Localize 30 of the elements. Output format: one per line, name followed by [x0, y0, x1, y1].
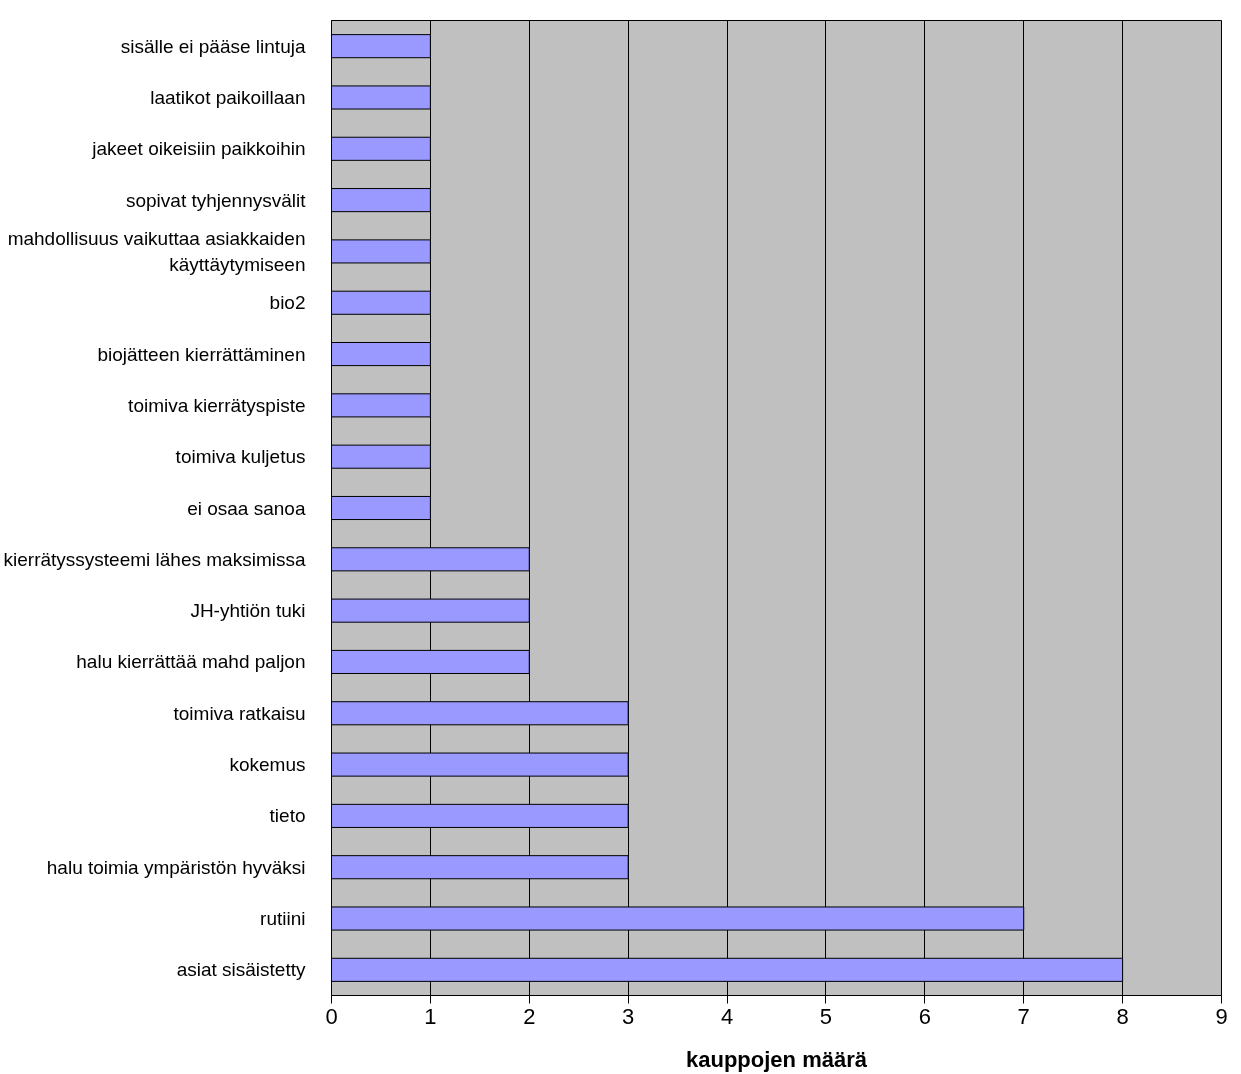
- x-tick-label: 4: [720, 1003, 734, 1029]
- y-tick-label: JH-yhtiön tuki: [190, 600, 306, 622]
- y-tick-label: toimiva ratkaisu: [173, 702, 306, 724]
- x-tick-label: 1: [424, 1003, 437, 1029]
- y-tick-label: rutiini: [260, 908, 306, 930]
- x-tick-label: 5: [819, 1003, 833, 1029]
- x-tick-label: 3: [622, 1003, 635, 1029]
- y-tick-label: tieto: [269, 805, 306, 827]
- y-tick-label: kierrätyssysteemi lähes maksimissa: [3, 548, 306, 570]
- y-tick-label: kokemus: [229, 754, 306, 776]
- y-tick-label: mahdollisuus vaikuttaa asiakkaiden käyttäytymiseen: [7, 228, 306, 275]
- x-tick-label: 2: [523, 1003, 536, 1029]
- y-tick-label: jakeet oikeisiin paikkoihin: [91, 138, 306, 160]
- y-tick-label: toimiva kuljetus: [175, 446, 306, 468]
- y-tick-label: sisälle ei pääse lintuja: [120, 35, 306, 57]
- x-tick-label: 6: [918, 1003, 931, 1029]
- y-tick-label: bio2: [269, 292, 306, 314]
- y-tick-label: toimiva kierrätyspiste: [128, 394, 306, 416]
- x-tick-label: 7: [1017, 1003, 1030, 1029]
- y-tick-label: laatikot paikoillaan: [150, 86, 306, 108]
- y-tick-label: ei osaa sanoa: [187, 497, 306, 519]
- y-tick-label: asiat sisäistetty: [176, 959, 306, 981]
- x-tick-label: 0: [325, 1003, 338, 1029]
- y-tick-label: halu toimia ympäristön hyväksi: [46, 856, 306, 878]
- y-tick-label: biojätteen kierrättäminen: [97, 343, 306, 365]
- x-axis-title: kauppojen määrä: [686, 1046, 868, 1072]
- x-tick-label: 8: [1116, 1003, 1129, 1029]
- y-tick-label: halu kierrättää mahd paljon: [76, 651, 306, 673]
- y-tick-label: sopivat tyhjennysvälit: [125, 189, 307, 211]
- x-tick-label: 9: [1215, 1003, 1228, 1029]
